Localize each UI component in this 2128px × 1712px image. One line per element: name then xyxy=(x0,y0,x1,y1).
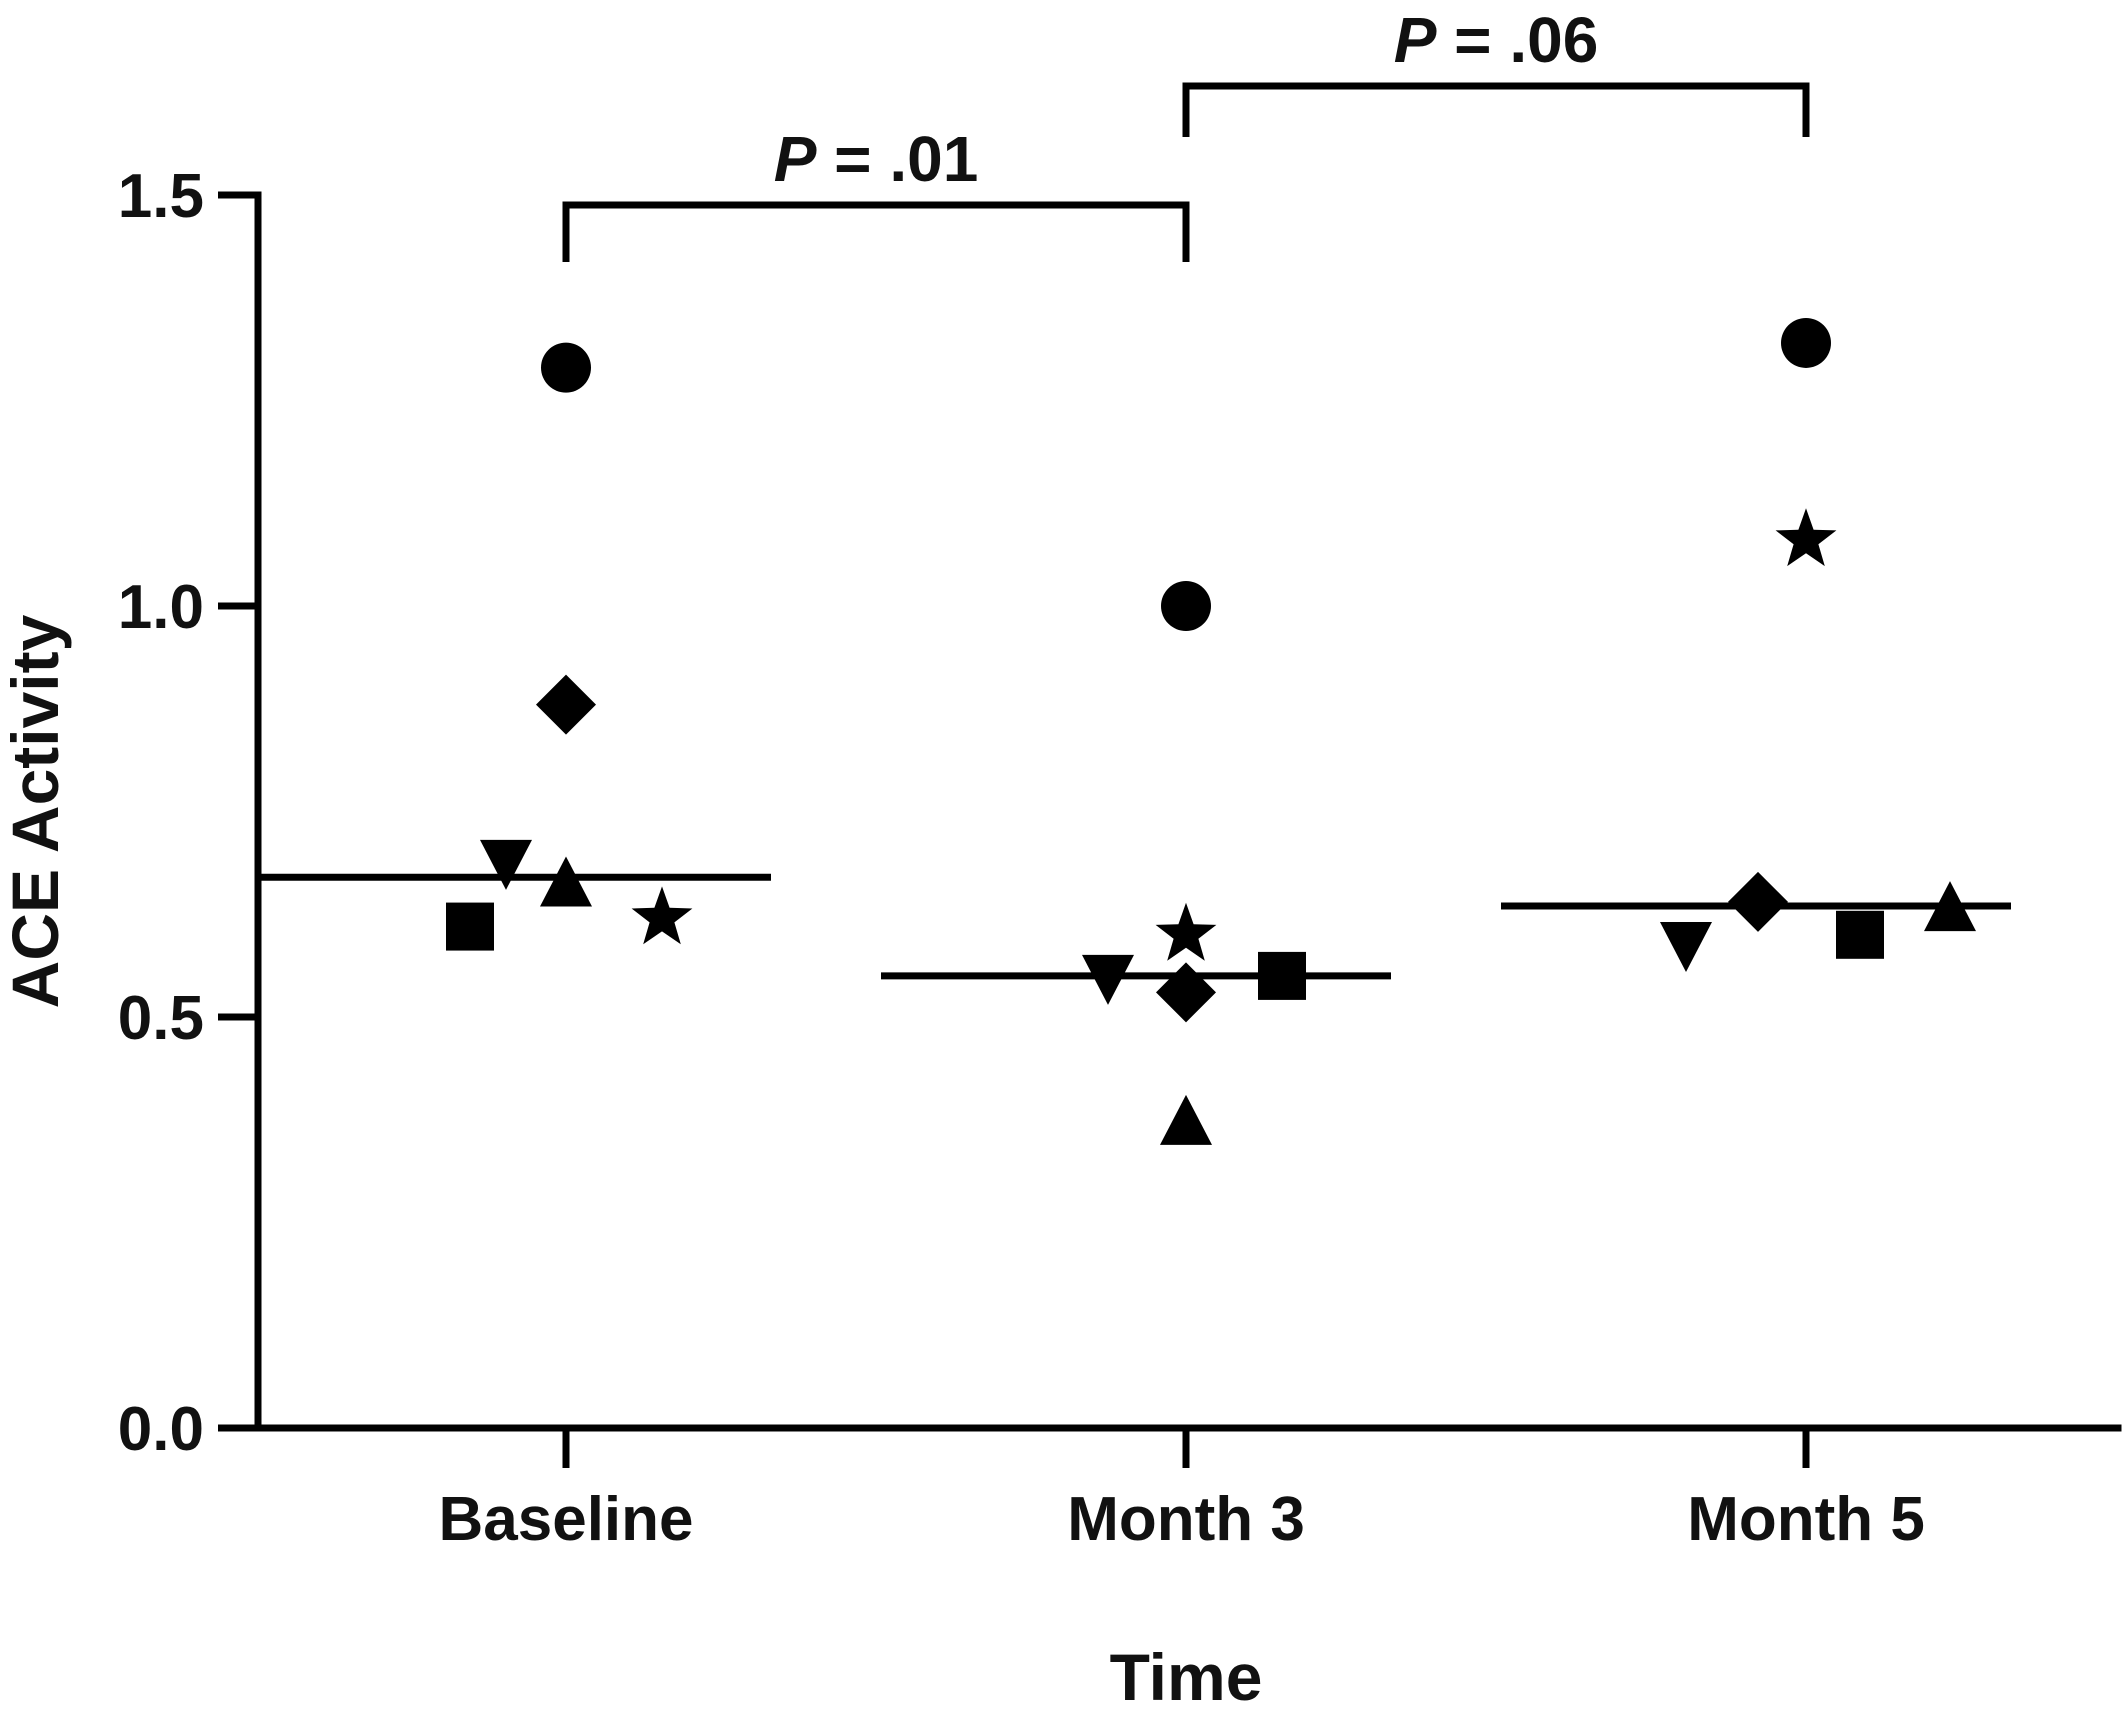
circle-point xyxy=(1161,581,1211,631)
x-tick-label: Month 5 xyxy=(1687,1485,1925,1554)
circle-point xyxy=(541,342,591,393)
triangle-down-point xyxy=(480,839,532,890)
square-point xyxy=(1258,951,1306,1000)
square-point xyxy=(1836,910,1884,959)
triangle-up-point xyxy=(1160,1094,1212,1145)
axes xyxy=(254,191,2122,1432)
p-value: = .06 xyxy=(1436,4,1598,76)
y-tick-label: 1.5 xyxy=(118,162,204,231)
x-axis-title: Time xyxy=(1110,1640,1263,1712)
triangle-down-point xyxy=(1660,922,1712,973)
p-symbol: P xyxy=(1394,4,1437,76)
x-tick-label: Month 3 xyxy=(1067,1485,1305,1554)
star-point xyxy=(1775,508,1837,567)
significance-bracket xyxy=(1182,82,1810,137)
star-point xyxy=(631,886,693,945)
significance-bracket xyxy=(562,201,1190,262)
triangle-up-point xyxy=(540,856,592,907)
p-value-label: P = .01 xyxy=(774,123,979,195)
diamond-point xyxy=(536,674,596,735)
x-tick-label: Baseline xyxy=(438,1485,693,1554)
y-tick-label: 1.0 xyxy=(118,573,204,642)
p-symbol: P xyxy=(774,123,817,195)
diamond-point xyxy=(1156,962,1216,1023)
square-point xyxy=(446,902,494,951)
p-value-label: P = .06 xyxy=(1394,4,1599,76)
y-tick-label: 0.0 xyxy=(118,1395,204,1464)
p-value: = .01 xyxy=(816,123,978,195)
y-axis-title: ACE Activity xyxy=(0,614,72,1008)
data-points xyxy=(446,317,1976,1145)
significance-annotations: P = .01P = .06 xyxy=(562,4,1810,262)
y-tick-label: 0.5 xyxy=(118,984,204,1053)
star-point xyxy=(1155,902,1217,961)
diamond-point xyxy=(1728,871,1788,932)
triangle-down-point xyxy=(1082,954,1134,1005)
triangle-up-point xyxy=(1924,881,1976,932)
y-axis-ticks: 0.0 0.5 1.0 1.5 xyxy=(118,162,258,1464)
x-axis-ticks: Baseline Month 3 Month 5 xyxy=(438,1428,1925,1554)
circle-point xyxy=(1781,317,1831,368)
